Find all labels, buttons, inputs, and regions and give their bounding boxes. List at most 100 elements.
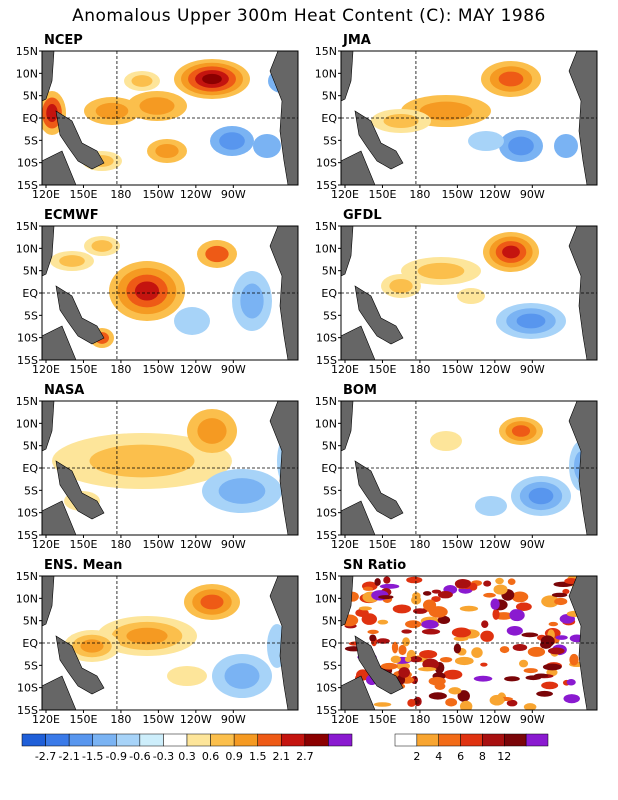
- x-tick-label: 150W: [441, 188, 473, 201]
- x-tick-label: 120W: [479, 538, 511, 551]
- sn-patch: [422, 591, 432, 596]
- anomaly-region: [174, 307, 210, 335]
- sn-colorbar-swatch: [482, 733, 505, 747]
- x-tick-label: 90W: [221, 713, 246, 726]
- sn-patch: [554, 597, 568, 606]
- y-tick-label: 15S: [316, 179, 337, 192]
- sn-patch: [404, 656, 412, 663]
- anomaly-region: [46, 103, 58, 123]
- land-new-guinea: [354, 635, 404, 695]
- plot-area: 120E 150E 180 150W 120W 90W 15N 10N 5N EQ 5S 10S 15S: [315, 570, 598, 726]
- x-tick-label: 120E: [32, 188, 60, 201]
- x-tick-label: 120E: [32, 538, 60, 551]
- anomaly-colorbar-label: 0.9: [225, 750, 243, 763]
- y-tick-label: EQ: [22, 112, 38, 125]
- y-tick-label: 10S: [17, 332, 38, 345]
- sn-colorbar-swatch: [460, 733, 483, 747]
- map-ens-mean: 120E 150E 180 150W 120W 90W 15N 10N 5N EQ 5S 10S 15S: [16, 570, 299, 726]
- x-tick-label: 120E: [32, 363, 60, 376]
- x-tick-label: 180: [409, 188, 430, 201]
- y-tick-label: 15N: [16, 570, 38, 583]
- x-tick-label: 180: [110, 363, 131, 376]
- anomaly-colorbar-label: 1.5: [249, 750, 267, 763]
- x-tick-label: 120E: [32, 713, 60, 726]
- y-tick-label: 5N: [23, 440, 38, 453]
- x-tick-label: 150W: [142, 538, 174, 551]
- anomaly-colorbar-label: -2.1: [58, 750, 79, 763]
- anomaly-colorbar-swatch: [92, 733, 117, 747]
- land-australia: [42, 150, 77, 185]
- sn-patch: [490, 598, 500, 610]
- plot-area: 120E 150E 180 150W 120W 90W 15N 10N 5N EQ 5S 10S 15S: [315, 395, 598, 551]
- sn-patch: [383, 576, 391, 584]
- y-tick-label: 15S: [316, 704, 337, 717]
- anomaly-region: [91, 240, 113, 252]
- sn-patch: [409, 656, 423, 663]
- y-tick-label: 10N: [315, 242, 337, 255]
- land-australia: [341, 325, 376, 360]
- anomaly-region: [253, 134, 281, 158]
- y-tick-label: 15N: [315, 570, 337, 583]
- sn-patch: [551, 592, 568, 598]
- anomaly-colorbar-label: 2.7: [296, 750, 314, 763]
- land-australia: [42, 500, 77, 535]
- sn-patch: [367, 629, 379, 634]
- land-asia: [341, 51, 354, 102]
- land-australia: [341, 150, 376, 185]
- anomaly-region: [383, 114, 419, 128]
- x-tick-label: 180: [110, 713, 131, 726]
- anomaly-region: [498, 71, 524, 87]
- sn-patch: [421, 619, 439, 629]
- anomaly-region: [218, 478, 266, 504]
- sn-patch: [499, 646, 510, 654]
- anomaly-region: [95, 102, 129, 120]
- y-tick-label: 5N: [23, 265, 38, 278]
- map-ecmwf: 120E 150E 180 150W 120W 90W 15N 10N 5N EQ 5S 10S 15S: [16, 220, 299, 376]
- x-tick-label: 120E: [331, 188, 359, 201]
- y-tick-label: 5N: [23, 90, 38, 103]
- map-gfdl: 120E 150E 180 150W 120W 90W 15N 10N 5N EQ 5S 10S 15S: [315, 220, 598, 376]
- y-tick-label: 10N: [315, 67, 337, 80]
- y-tick-label: 15S: [316, 529, 337, 542]
- sn-patch: [453, 643, 462, 654]
- sn-patch: [428, 676, 446, 686]
- contour-fills: [341, 576, 597, 710]
- y-tick-label: 10N: [16, 242, 38, 255]
- y-tick-label: 15N: [315, 395, 337, 408]
- y-tick-label: 10N: [16, 592, 38, 605]
- anomaly-region: [197, 418, 227, 444]
- y-tick-label: 10N: [16, 67, 38, 80]
- sn-patch: [506, 699, 518, 707]
- sn-patch: [523, 668, 538, 674]
- sn-colorbar-label: 8: [479, 750, 486, 763]
- y-tick-label: 10N: [16, 417, 38, 430]
- sn-patch: [518, 659, 529, 668]
- sn-patch: [481, 620, 489, 628]
- anomaly-colorbar-label: 0.6: [202, 750, 220, 763]
- anomaly-region: [80, 639, 104, 653]
- anomaly-region: [389, 279, 413, 293]
- y-tick-label: 5S: [24, 134, 38, 147]
- sn-patch: [407, 699, 416, 707]
- sn-patch: [454, 578, 471, 589]
- y-tick-label: 15N: [315, 45, 337, 58]
- sn-patch: [536, 690, 553, 697]
- y-tick-label: 5S: [323, 309, 337, 322]
- anomaly-region: [224, 663, 260, 689]
- panel-label: GFDL: [343, 208, 382, 223]
- sn-patch: [401, 629, 412, 634]
- panel-label: JMA: [343, 33, 371, 48]
- anomaly-colorbar-label: -0.6: [129, 750, 150, 763]
- sn-patch: [398, 644, 407, 656]
- x-tick-label: 150W: [142, 188, 174, 201]
- anomaly-region: [205, 245, 229, 263]
- x-tick-label: 90W: [520, 188, 545, 201]
- x-tick-label: 120W: [479, 188, 511, 201]
- anomaly-region: [468, 131, 504, 151]
- anomaly-region: [528, 487, 554, 505]
- x-tick-label: 90W: [520, 538, 545, 551]
- y-tick-label: 15S: [17, 354, 38, 367]
- sn-patch: [523, 703, 537, 710]
- x-tick-label: 150E: [368, 188, 396, 201]
- anomaly-region: [134, 281, 160, 301]
